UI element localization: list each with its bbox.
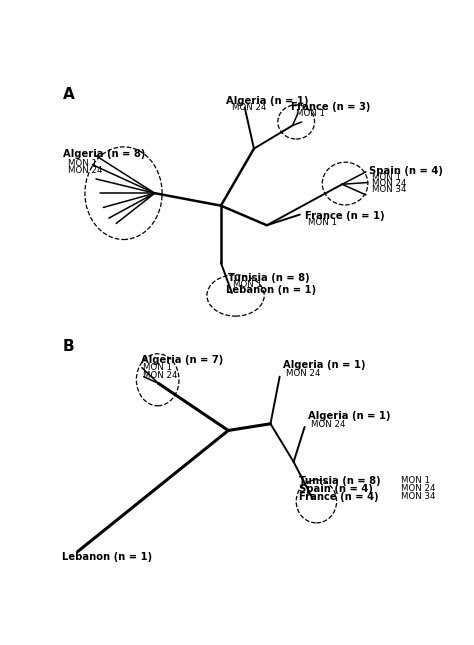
Text: MON 1: MON 1 — [143, 363, 172, 372]
Text: MON 24: MON 24 — [143, 371, 177, 380]
Text: MON 1: MON 1 — [68, 159, 98, 168]
Text: B: B — [63, 339, 74, 354]
Text: MON 1: MON 1 — [372, 173, 401, 182]
Text: MON 34: MON 34 — [372, 185, 407, 194]
Text: Algeria (n = 1): Algeria (n = 1) — [308, 411, 390, 421]
Text: MON 1: MON 1 — [233, 279, 262, 288]
Text: MON 34: MON 34 — [401, 492, 436, 501]
Text: Lebanon (n = 1): Lebanon (n = 1) — [226, 286, 316, 295]
Text: MON 1: MON 1 — [401, 476, 430, 485]
Text: MON 24: MON 24 — [372, 179, 407, 188]
Text: MON 24: MON 24 — [286, 369, 321, 378]
Text: France (n = 1): France (n = 1) — [305, 212, 384, 221]
Text: Tunisia (n = 8): Tunisia (n = 8) — [228, 273, 310, 283]
Text: Lebanon (n = 1): Lebanon (n = 1) — [62, 552, 152, 562]
Text: MON 24: MON 24 — [232, 103, 266, 112]
Text: Algeria (n = 1): Algeria (n = 1) — [283, 361, 365, 370]
Text: Algeria (n = 7): Algeria (n = 7) — [141, 355, 223, 364]
Text: MON 1: MON 1 — [308, 218, 337, 227]
Text: Algeria (n = 8): Algeria (n = 8) — [63, 149, 146, 159]
Text: MON 1: MON 1 — [296, 109, 325, 118]
Text: Tunisia (n = 8): Tunisia (n = 8) — [299, 476, 381, 486]
Text: Spain (n = 4): Spain (n = 4) — [369, 166, 442, 175]
Text: MON 24: MON 24 — [311, 420, 346, 429]
Text: A: A — [63, 87, 75, 102]
Text: Spain (n = 4): Spain (n = 4) — [299, 484, 373, 494]
Text: MON 24: MON 24 — [401, 484, 436, 493]
Text: MON 24: MON 24 — [68, 166, 103, 175]
Text: France (n = 4): France (n = 4) — [299, 492, 378, 502]
Text: France (n = 3): France (n = 3) — [291, 102, 370, 112]
Text: Algeria (n = 1): Algeria (n = 1) — [227, 95, 309, 106]
